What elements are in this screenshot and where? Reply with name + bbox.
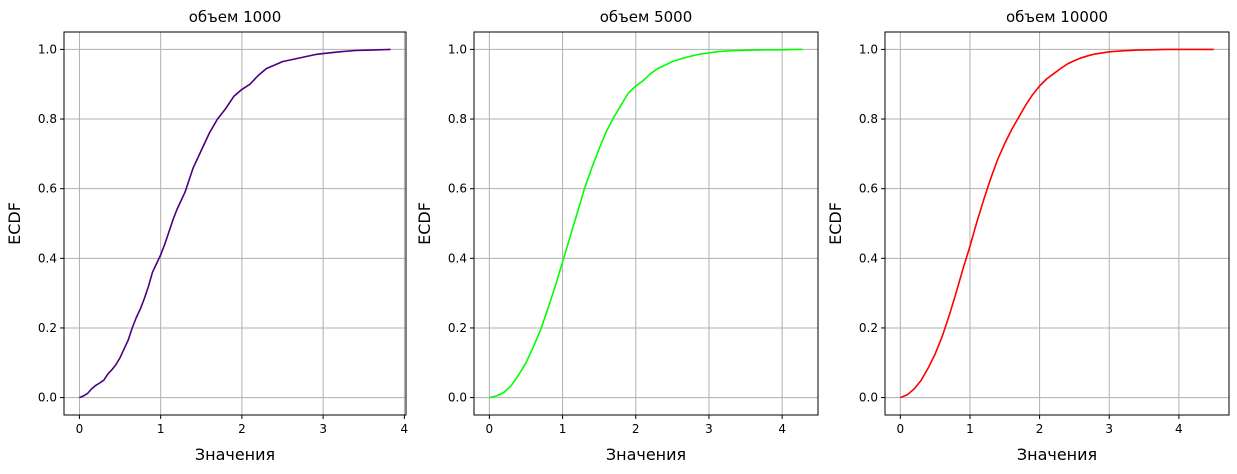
ecdf-line: [900, 48, 1214, 399]
y-tick-label: 0.6: [38, 182, 57, 196]
y-tick-label: 0.4: [38, 251, 57, 265]
axes-frame: [884, 31, 1230, 416]
x-tick-label: 0: [486, 422, 494, 436]
y-tick-label: 0.2: [38, 321, 57, 335]
y-tick-label: 0.2: [859, 321, 878, 335]
chart-panel-1: 0 1 2 3 4 0.0 0.2 0.4 0.6 0.8 1.0 объем 1000 Значени…: [5, 8, 408, 464]
x-tick-label: 4: [1175, 422, 1183, 436]
y-tick-label: 0.4: [448, 251, 467, 265]
y-tick-label: 0.6: [859, 182, 878, 196]
y-tick-label: 0.6: [448, 182, 467, 196]
y-tick-label: 0.0: [859, 391, 878, 405]
chart-panel-3: 0 1 2 3 4 0.0 0.2 0.4 0.6 0.8 1.0 объем 10000 Значен…: [826, 8, 1230, 464]
y-tick-label: 1.0: [448, 42, 467, 56]
x-axis-label: Значения: [195, 445, 275, 464]
x-tick-label: 4: [778, 422, 786, 436]
x-tick-label: 4: [401, 422, 409, 436]
y-tick-label: 0.8: [38, 112, 57, 126]
x-axis-label: Значения: [1017, 445, 1097, 464]
y-axis-label: ECDF: [5, 202, 24, 245]
y-axis-label: ECDF: [415, 202, 434, 245]
y-tick-label: 1.0: [859, 42, 878, 56]
y-tick-label: 0.0: [448, 391, 467, 405]
y-tick-label: 0.0: [38, 391, 57, 405]
axes-frame: [473, 31, 819, 416]
y-tick-label: 0.2: [448, 321, 467, 335]
y-tick-label: 0.8: [448, 112, 467, 126]
x-tick-label: 2: [632, 422, 640, 436]
chart-title: объем 10000: [1006, 8, 1108, 26]
y-axis-label: ECDF: [826, 202, 845, 245]
x-tick-label: 2: [1036, 422, 1044, 436]
y-tick-label: 0.4: [859, 251, 878, 265]
x-tick-label: 2: [238, 422, 246, 436]
ecdf-line: [79, 48, 391, 399]
ecdf-line: [489, 48, 803, 399]
chart-panel-2: 0 1 2 3 4 0.0 0.2 0.4 0.6 0.8 1.0 объем 5000 Значени…: [415, 8, 819, 464]
y-tick-label: 0.8: [859, 112, 878, 126]
x-tick-label: 1: [559, 422, 567, 436]
x-tick-label: 3: [319, 422, 327, 436]
x-axis-label: Значения: [606, 445, 686, 464]
x-tick-label: 3: [1105, 422, 1113, 436]
x-tick-label: 3: [705, 422, 713, 436]
chart-title: объем 1000: [189, 8, 282, 26]
x-tick-label: 0: [76, 422, 84, 436]
x-tick-label: 1: [966, 422, 974, 436]
chart-title: объем 5000: [600, 8, 693, 26]
x-tick-label: 1: [157, 422, 165, 436]
axes-frame: [63, 31, 407, 416]
y-tick-label: 1.0: [38, 42, 57, 56]
x-tick-label: 0: [896, 422, 904, 436]
